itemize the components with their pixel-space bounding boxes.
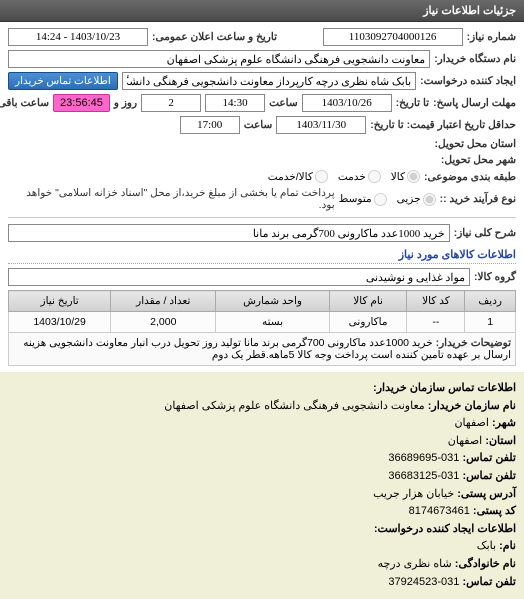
radio-jozi[interactable]: جزیی	[397, 193, 436, 206]
panel-header: جزئیات اطلاعات نیاز	[0, 0, 524, 22]
row-city: شهر محل تحویل:	[8, 154, 516, 166]
city-label: شهر محل تحویل:	[441, 154, 516, 166]
pub-date-input	[8, 28, 148, 46]
validity-time-lbl: ساعت	[244, 119, 273, 131]
group-label: گروه کالا:	[474, 271, 516, 283]
row-process: نوع فرآیند خرید :: جزیی متوسط پرداخت تما…	[8, 187, 516, 211]
table-cell: بسته	[216, 312, 329, 333]
ct-fax: 031-36683125	[388, 470, 459, 482]
ct-addr-label: آدرس پستی:	[457, 488, 516, 500]
row-group: گروه کالا:	[8, 268, 516, 286]
requester-label: نام دستگاه خریدار:	[434, 53, 516, 65]
ct-city: اصفهان	[454, 417, 488, 429]
ct-province: اصفهان	[448, 435, 482, 447]
row-subject-type: طبقه بندی موضوعی: کالا خدمت کالا/خدمت	[8, 170, 516, 183]
table-header-row: ردیفکد کالانام کالاواحد شمارشتعداد / مقد…	[9, 291, 516, 312]
ct-org-label: نام سازمان خریدار:	[428, 400, 516, 412]
items-table: ردیفکد کالانام کالاواحد شمارشتعداد / مقد…	[8, 290, 516, 333]
radio-motavaset[interactable]: متوسط	[339, 193, 387, 206]
ct-addr: خیابان هزار جریب	[373, 488, 454, 500]
deadline-time-lbl: ساعت	[269, 97, 298, 109]
table-cell: 2,000	[111, 312, 216, 333]
ct-title: اطلاعات تماس سازمان خریدار:	[373, 382, 516, 394]
ct-name-label: نام:	[499, 540, 516, 552]
buyer-contact-button[interactable]: اطلاعات تماس خریدار	[8, 72, 118, 90]
group-input	[8, 268, 470, 286]
ct-province-label: استان:	[485, 435, 516, 447]
ct-name: بابک	[477, 540, 496, 552]
province-label: استان محل تحویل:	[435, 138, 516, 150]
table-header-cell: تعداد / مقدار	[111, 291, 216, 312]
deadline-label: مهلت ارسال پاسخ:	[433, 97, 516, 109]
requester-input	[8, 50, 430, 68]
table-cell: --	[407, 312, 465, 333]
panel-title: جزئیات اطلاعات نیاز	[423, 5, 516, 17]
table-header-cell: واحد شمارش	[216, 291, 329, 312]
table-header-cell: نام کالا	[329, 291, 407, 312]
process-note: پرداخت تمام یا بخشی از مبلغ خرید،از محل …	[8, 187, 335, 211]
ct-creator-sec: اطلاعات ایجاد کننده درخواست:	[374, 523, 516, 535]
row-need-no: شماره نیاز: تاریخ و ساعت اعلان عمومی:	[8, 28, 516, 46]
ct-org: معاونت دانشجویی فرهنگی دانشگاه علوم پزشک…	[164, 400, 424, 412]
need-no-input	[323, 28, 463, 46]
table-cell: ماکارونی	[329, 312, 407, 333]
table-header-cell: کد کالا	[407, 291, 465, 312]
countdown: 23:56:45	[53, 94, 110, 112]
ct-post-label: کد پستی:	[473, 505, 516, 517]
deadline-days	[141, 94, 201, 112]
row-deadline: مهلت ارسال پاسخ: تا تاریخ: ساعت روز و 23…	[8, 94, 516, 112]
table-header-cell: ردیف	[465, 291, 516, 312]
table-row: 1--ماکارونیبسته2,0001403/10/29	[9, 312, 516, 333]
radio-kala[interactable]: کالا	[391, 170, 420, 183]
ct-fax-label: تلفن تماس:	[462, 470, 516, 482]
table-header-cell: تاریخ نیاز	[9, 291, 111, 312]
ct-city-label: شهر:	[492, 417, 516, 429]
row-validity: حداقل تاریخ اعتبار قیمت: تا تاریخ: ساعت	[8, 116, 516, 134]
validity-time	[180, 116, 240, 134]
ct-family-label: نام خانوادگی:	[455, 558, 516, 570]
contact-panel: اطلاعات تماس سازمان خریدار: نام سازمان خ…	[0, 372, 524, 599]
ct-tel: 031-36689695	[388, 452, 459, 464]
row-desc: شرح کلی نیاز:	[8, 224, 516, 242]
subject-type-label: طبقه بندی موضوعی:	[424, 171, 516, 183]
validity-label: حداقل تاریخ اعتبار قیمت: تا تاریخ:	[370, 119, 516, 131]
panel-body: شماره نیاز: تاریخ و ساعت اعلان عمومی: نا…	[0, 22, 524, 372]
buyer-note-row: توضیحات خریدار: خرید 1000عدد ماکارونی 70…	[8, 333, 516, 366]
row-requester: نام دستگاه خریدار:	[8, 50, 516, 68]
process-label: نوع فرآیند خرید ::	[440, 193, 516, 205]
ct-tel2: 031-37924523	[388, 576, 459, 588]
deadline-to: تا تاریخ:	[396, 97, 429, 109]
items-title: اطلاعات کالاهای مورد نیاز	[8, 248, 516, 264]
subject-type-radios: کالا خدمت کالا/خدمت	[268, 170, 420, 183]
validity-date	[276, 116, 366, 134]
ct-tel2-label: تلفن تماس:	[462, 576, 516, 588]
row-province: استان محل تحویل:	[8, 138, 516, 150]
creator-input	[122, 72, 416, 90]
table-cell: 1	[465, 312, 516, 333]
deadline-date	[302, 94, 392, 112]
ct-tel-label: تلفن تماس:	[462, 452, 516, 464]
pub-date-label: تاریخ و ساعت اعلان عمومی:	[152, 31, 277, 43]
ct-post: 8174673461	[409, 505, 470, 517]
creator-label: ایجاد کننده درخواست:	[420, 75, 516, 87]
table-cell: 1403/10/29	[9, 312, 111, 333]
deadline-time	[205, 94, 265, 112]
remaining-lbl: ساعت باقی مانده	[0, 97, 49, 109]
need-no-label: شماره نیاز:	[467, 31, 516, 43]
radio-khedmat[interactable]: خدمت	[338, 170, 381, 183]
days-lbl: روز و	[114, 97, 137, 109]
ct-family: شاه نظری درچه	[378, 558, 452, 570]
process-radios: جزیی متوسط	[339, 193, 436, 206]
row-creator: ایجاد کننده درخواست: اطلاعات تماس خریدار	[8, 72, 516, 90]
desc-label: شرح کلی نیاز:	[454, 227, 516, 239]
buyer-note-label: توضیحات خریدار:	[436, 337, 511, 349]
radio-kala-khedmat[interactable]: کالا/خدمت	[268, 170, 328, 183]
desc-input	[8, 224, 450, 242]
